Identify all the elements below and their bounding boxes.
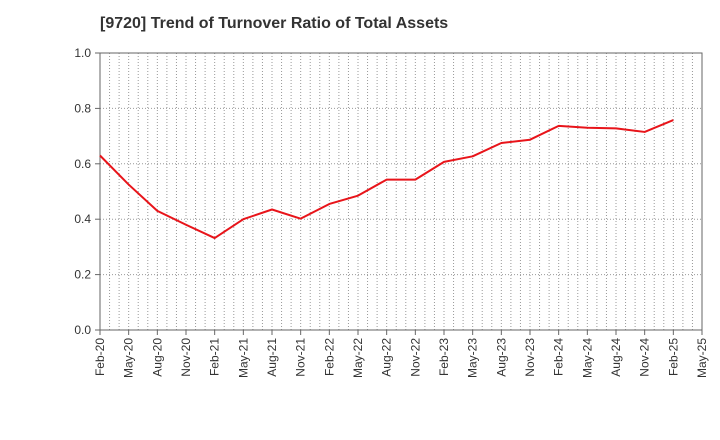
x-tick-label: Feb-21 [208, 338, 222, 376]
x-tick-label: Nov-21 [294, 338, 308, 377]
x-tick-label: May-23 [466, 338, 480, 378]
x-tick-label: Nov-23 [523, 338, 537, 377]
x-tick-label: Nov-22 [408, 338, 422, 377]
x-tick-label: Feb-20 [93, 338, 107, 376]
y-tick-label: 0.6 [74, 157, 91, 171]
x-tick-label: Aug-21 [265, 338, 279, 377]
series-layer [99, 119, 674, 240]
y-tick-label: 1.0 [74, 46, 91, 60]
y-tick-label: 0.8 [74, 101, 91, 115]
x-tick-label: May-24 [580, 338, 594, 378]
x-tick-label: Nov-20 [179, 338, 193, 377]
y-tick-label: 0.4 [74, 212, 91, 226]
x-tick-label: May-20 [122, 338, 136, 378]
x-tick-label: Aug-20 [150, 338, 164, 377]
x-tick-label: May-21 [236, 338, 250, 378]
x-tick-label: Aug-22 [380, 338, 394, 377]
y-tick-label: 0.0 [74, 323, 91, 337]
x-tick-label: Aug-24 [609, 338, 623, 377]
x-tick-label: May-25 [695, 338, 709, 378]
y-tick-label: 0.2 [74, 268, 91, 282]
plot-frame [99, 52, 703, 331]
x-tick-label: Feb-25 [666, 338, 680, 376]
x-axis-ticks: Feb-20 May-20 Aug-20 Nov-20 Feb-21 May-21 Aug-… [93, 330, 709, 378]
x-tick-label: Nov-24 [638, 338, 652, 377]
x-tick-label: May-22 [351, 338, 365, 378]
plot-area-border [99, 52, 703, 331]
x-tick-label: Feb-22 [322, 338, 336, 376]
x-tick-label: Aug-23 [494, 338, 508, 377]
grid [100, 53, 702, 330]
x-tick-label: Feb-24 [552, 338, 566, 376]
x-tick-label: Feb-23 [437, 338, 451, 376]
chart-title: [9720] Trend of Turnover Ratio of Total … [100, 15, 449, 32]
y-axis-ticks: 0.0 0.2 0.4 0.6 0.8 1.0 [74, 46, 100, 337]
